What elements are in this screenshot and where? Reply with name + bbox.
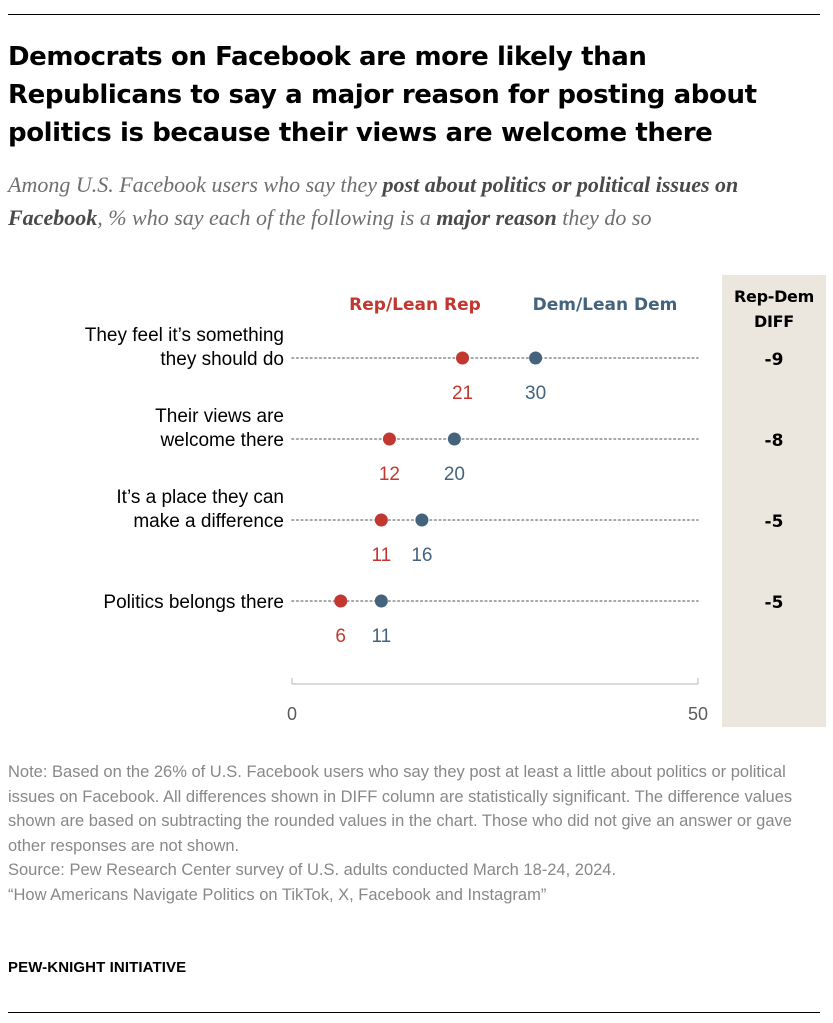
subtitle-emphasis-2: major reason: [436, 205, 557, 230]
value-label-dem: 11: [371, 626, 391, 647]
dot-rep: [382, 432, 396, 446]
brand-logo-text: PEW-KNIGHT INITIATIVE: [8, 959, 187, 976]
category-label: they should do: [160, 349, 284, 370]
category-label: welcome there: [159, 430, 284, 451]
dot-dem: [529, 351, 543, 365]
dot-plot: Rep/Lean Rep Dem/Lean Dem They feel it’s s…: [85, 295, 784, 724]
diff-value: -9: [765, 350, 784, 370]
value-label-rep: 21: [452, 383, 473, 404]
legend-rep: Rep/Lean Rep: [349, 295, 481, 315]
diff-value: -5: [765, 593, 784, 613]
category-label: They feel it’s something: [85, 325, 284, 346]
category-label: make a difference: [133, 511, 284, 532]
diff-value: -8: [765, 431, 784, 451]
chart-subtitle: Among U.S. Facebook users who say they p…: [8, 168, 820, 234]
dot-rep: [334, 594, 348, 608]
note-text: Note: Based on the 26% of U.S. Facebook …: [8, 763, 793, 855]
dot-rep: [456, 351, 470, 365]
dot-dem: [415, 513, 429, 527]
diff-header-line-1: Rep-Dem: [734, 287, 814, 306]
diff-column-header: Rep-Dem DIFF: [722, 284, 826, 334]
dot-dem: [447, 432, 461, 446]
bottom-rule: [8, 1012, 820, 1013]
value-label-rep: 6: [335, 626, 346, 647]
source-text: Source: Pew Research Center survey of U.…: [8, 861, 617, 879]
notes-block: Note: Based on the 26% of U.S. Facebook …: [8, 760, 820, 907]
top-rule: [8, 14, 820, 15]
value-label-rep: 12: [379, 464, 400, 485]
value-label-rep: 11: [371, 545, 391, 566]
dot-rep: [374, 513, 388, 527]
subtitle-text-2: , % who say each of the following is a: [97, 205, 437, 230]
report-title: “How Americans Navigate Politics on TikT…: [8, 885, 547, 904]
value-label-dem: 20: [444, 464, 465, 485]
value-label-dem: 30: [525, 383, 546, 404]
x-tick-label: 0: [287, 704, 297, 724]
legend-dem: Dem/Lean Dem: [533, 295, 678, 315]
category-label: It’s a place they can: [116, 487, 284, 508]
diff-header-line-2: DIFF: [754, 312, 794, 331]
value-label-dem: 16: [411, 545, 432, 566]
category-label: Their views are: [155, 406, 284, 427]
chart-title: Democrats on Facebook are more likely th…: [8, 42, 757, 148]
dot-dem: [374, 594, 388, 608]
x-tick-label: 50: [688, 704, 708, 724]
subtitle-emphasis-1: post about politics or political issues …: [8, 172, 739, 230]
diff-column-band: [722, 275, 826, 727]
subtitle-text-1: Among U.S. Facebook users who say they: [8, 172, 383, 197]
diff-value: -5: [765, 512, 784, 532]
subtitle-text-3: they do so: [556, 205, 652, 230]
category-label: Politics belongs there: [103, 592, 284, 613]
